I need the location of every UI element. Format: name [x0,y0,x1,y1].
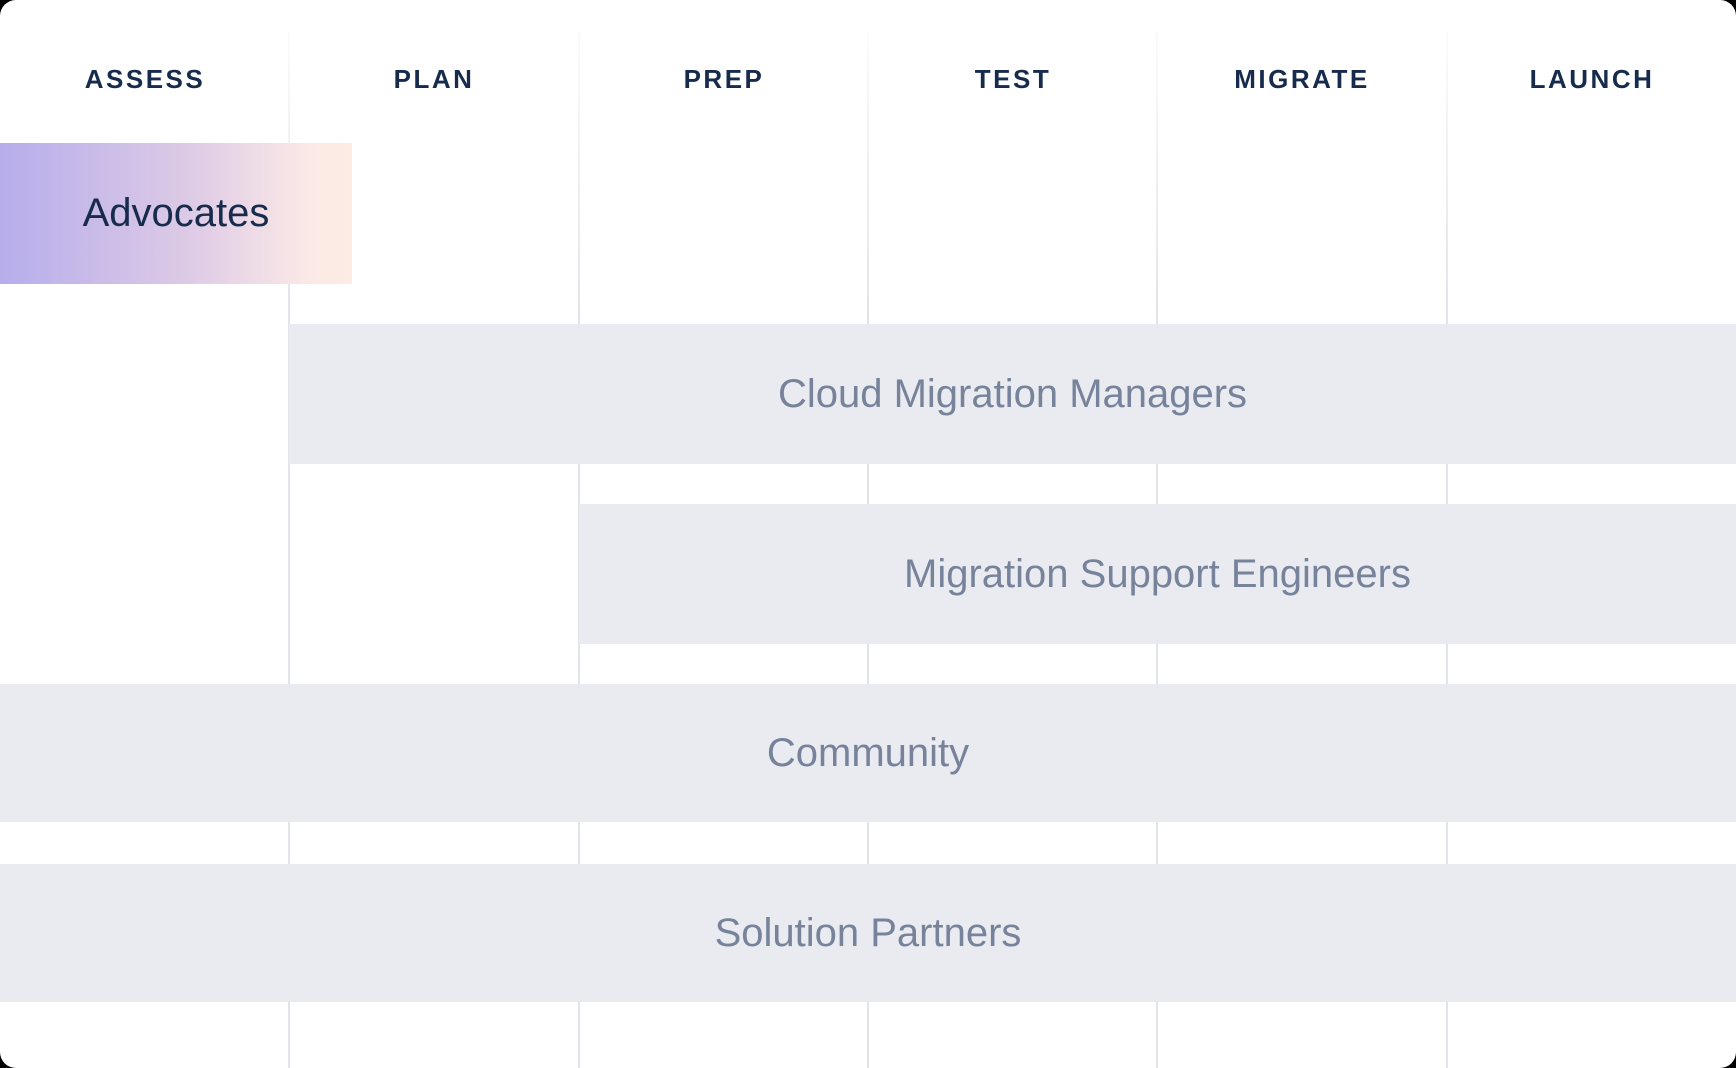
bar-community: Community [0,684,1736,822]
bar-advocates: Advocates [0,143,352,284]
bar-cloud-migration-managers-label: Cloud Migration Managers [777,371,1248,416]
bar-advocates-label: Advocates [82,191,270,235]
bar-cloud-migration-managers: Cloud Migration Managers [289,324,1736,464]
column-divider-1 [288,32,290,1068]
column-header-prep: PREP [683,63,765,94]
column-header-plan: PLAN [393,63,475,94]
bar-community-label: Community [766,730,970,775]
bar-migration-support-engineers-label: Migration Support Engineers [904,551,1411,596]
bar-solution-partners: Solution Partners [0,864,1736,1002]
column-header-assess: ASSESS [84,63,206,94]
column-header-launch: LAUNCH [1529,63,1655,94]
column-header-test: TEST [974,63,1052,94]
column-header-migrate: MIGRATE [1234,63,1370,94]
bar-solution-partners-label: Solution Partners [714,910,1022,955]
bar-migration-support-engineers: Migration Support Engineers [579,504,1736,644]
